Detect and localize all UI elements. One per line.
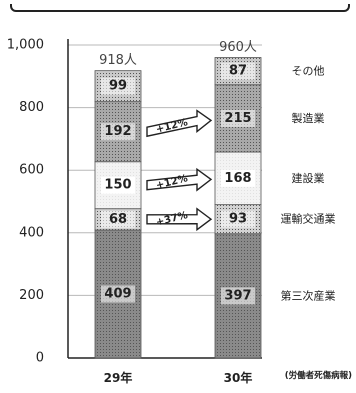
series-label: その他 [292, 65, 325, 78]
data-label: 93 [229, 212, 247, 227]
growth-arrow [146, 207, 213, 232]
y-tick-label: 0 [36, 351, 44, 366]
series-label: 製造業 [292, 111, 325, 125]
y-tick-label: 1,000 [7, 38, 44, 53]
data-label: 192 [104, 124, 131, 139]
data-label-bg [221, 210, 255, 228]
data-label-bg [101, 123, 135, 141]
series-label: 第三次産業 [281, 288, 336, 302]
data-label: 168 [224, 171, 251, 186]
data-label: 68 [109, 212, 127, 227]
data-label: 397 [224, 288, 251, 303]
data-label: 150 [104, 178, 131, 193]
data-label-bg [101, 210, 135, 228]
total-label: 960人 [219, 40, 257, 55]
data-label: 87 [229, 64, 247, 79]
data-label-bg [221, 287, 255, 305]
data-label: 215 [224, 111, 251, 126]
growth-arrow [146, 109, 213, 138]
data-label-bg [221, 62, 255, 80]
data-label: 409 [104, 286, 131, 301]
source-note: (労働者死傷病報) [285, 370, 352, 381]
growth-label: +12% [155, 117, 189, 135]
growth-arrow [146, 167, 213, 192]
y-tick-label: 600 [19, 163, 44, 178]
data-label-bg [101, 285, 135, 303]
data-label-bg [221, 109, 255, 127]
series-label: 運輸交通業 [281, 212, 336, 226]
growth-label: +12% [155, 173, 189, 191]
header-frame-edge [10, 4, 350, 12]
x-tick-label: 29年 [104, 370, 133, 385]
growth-label: +37% [155, 210, 189, 228]
y-tick-label: 200 [19, 288, 44, 303]
data-label: 99 [109, 79, 127, 94]
series-label: 建設業 [292, 171, 325, 185]
y-tick-label: 800 [19, 100, 44, 115]
data-label-bg [101, 176, 135, 194]
data-label-bg [221, 169, 255, 187]
data-label-bg [101, 77, 135, 95]
total-label: 918人 [99, 53, 137, 68]
x-tick-label: 30年 [224, 370, 253, 385]
y-tick-label: 400 [19, 225, 44, 240]
